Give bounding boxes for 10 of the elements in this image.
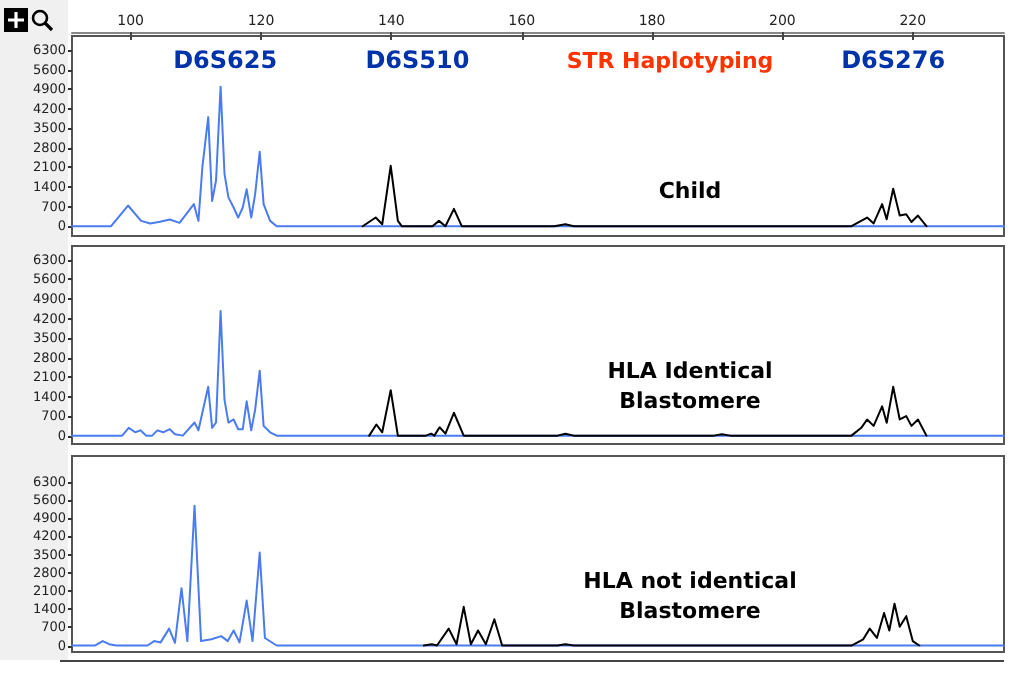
annotation: D6S625 xyxy=(173,46,278,74)
annotation: HLA not identical Blastomere xyxy=(583,567,797,624)
line-series xyxy=(422,602,921,647)
annotation: Child xyxy=(658,178,722,205)
line-series xyxy=(368,385,928,437)
text: STR Haplotyping xyxy=(566,48,774,74)
annotation: HLA Identical Blastomere xyxy=(607,357,773,414)
annotation: D6S276 xyxy=(841,46,946,74)
annotation: D6S510 xyxy=(365,46,470,74)
line-series xyxy=(361,164,928,228)
